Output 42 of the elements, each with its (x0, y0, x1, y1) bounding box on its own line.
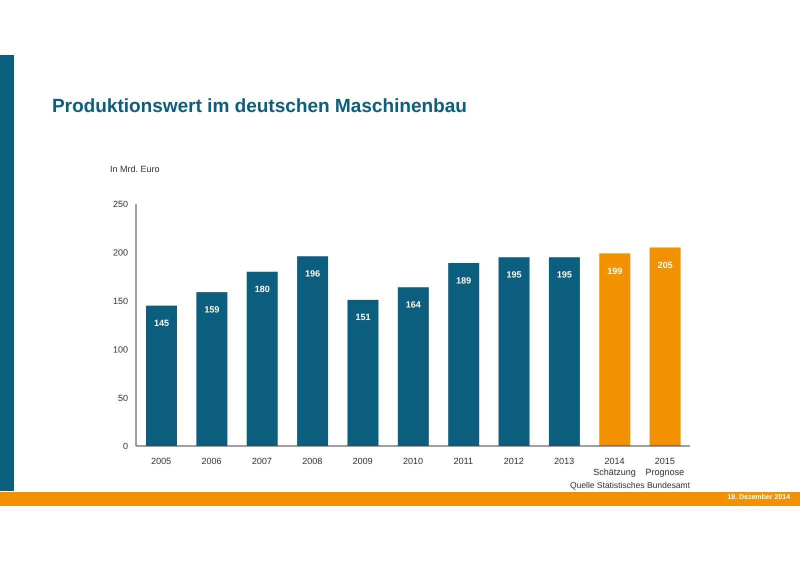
data-label: 159 (204, 304, 220, 314)
source-note: Quelle Statistisches Bundesamt (570, 480, 690, 490)
data-label: 151 (355, 312, 370, 322)
bar (398, 287, 429, 446)
bar (246, 272, 278, 446)
bar (498, 257, 530, 446)
data-label: 199 (607, 266, 622, 276)
chart-title: Produktionswert im deutschen Maschinenbau (52, 96, 467, 118)
x-tick-label: 2011 (454, 456, 474, 466)
bar (599, 253, 630, 446)
bar (448, 263, 480, 446)
x-tick-label: 2014 Schätzung (593, 456, 636, 477)
y-tick-label: 200 (112, 248, 128, 258)
data-label: 164 (406, 300, 421, 310)
x-tick-label: 2015 Prognose (646, 456, 684, 477)
bar (347, 300, 378, 446)
x-tick-label: 2005 (151, 456, 172, 466)
y-axis-title: In Mrd. Euro (110, 164, 160, 174)
y-tick-label: 250 (112, 199, 128, 210)
y-tick-label: 0 (122, 441, 128, 452)
y-tick-label: 100 (112, 344, 128, 354)
data-label: 189 (456, 275, 472, 286)
data-label: 195 (506, 270, 522, 280)
x-tick-label: 2007 (252, 456, 272, 466)
x-tick-label: 2008 (302, 456, 322, 466)
data-label: 196 (305, 268, 320, 279)
bar (548, 257, 580, 446)
data-label: 195 (556, 270, 572, 280)
x-tick-label: 2009 (352, 456, 373, 466)
y-tick-label: 150 (112, 296, 128, 306)
data-label: 180 (254, 284, 270, 294)
y-tick-label: 50 (118, 392, 128, 403)
x-tick-label: 2006 (202, 456, 222, 466)
data-label: 145 (154, 318, 170, 328)
x-tick-label: 2013 (554, 456, 574, 466)
x-tick-label: 2010 (402, 456, 424, 466)
data-label: 205 (658, 260, 673, 270)
x-tick-label: 2012 (504, 456, 524, 466)
bar (650, 248, 681, 446)
bar (196, 292, 228, 446)
bar (297, 256, 328, 446)
bar (146, 306, 177, 446)
